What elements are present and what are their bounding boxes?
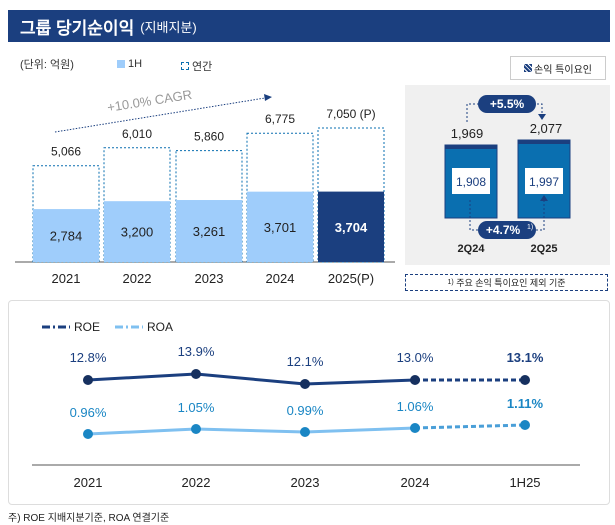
roa-point <box>83 429 93 439</box>
x-tick-label: 2023 <box>195 271 224 286</box>
note-text: 주요 손익 특이요인 제외 기준 <box>456 278 566 288</box>
h1-bar <box>176 200 242 262</box>
roa-segment <box>414 423 526 430</box>
annual-label: 5,860 <box>194 130 224 144</box>
legend-special: 손익 특이요인 <box>510 56 606 80</box>
x-tick-label: 2022 <box>182 475 211 490</box>
h1-label: 3,704 <box>335 220 368 235</box>
roe-label: 13.1% <box>507 350 544 365</box>
roa-label: 0.96% <box>70 405 107 420</box>
excl-label: 1,997 <box>529 175 559 189</box>
quarter-label: 2Q24 <box>458 243 486 255</box>
annual-label: 5,066 <box>51 145 81 159</box>
h1-label: 2,784 <box>50 229 83 244</box>
legend-1h-label: 1H <box>128 58 143 70</box>
x-tick-label: 2024 <box>266 271 295 286</box>
h1-label: 3,200 <box>121 225 154 240</box>
cagr-arrow <box>54 97 266 133</box>
roe-segment <box>195 372 306 386</box>
roa-segment <box>87 427 197 436</box>
excl-box <box>525 168 563 194</box>
arrow-up-icon <box>540 195 548 201</box>
roa-point <box>410 423 420 433</box>
roe-label: 13.0% <box>397 350 434 365</box>
roe-segment <box>87 372 197 382</box>
total-label: 2,077 <box>530 121 563 136</box>
page-subtitle: (지배지분) <box>140 19 197 35</box>
x-tick-label: 2024 <box>401 475 430 490</box>
roa-label: 0.99% <box>287 403 324 418</box>
x-tick-label: 1H25 <box>509 475 540 490</box>
footnote: 주) ROE 지배지분기준, ROA 연결기준 <box>8 513 170 524</box>
h1-bar <box>104 201 170 262</box>
roe-point <box>83 375 93 385</box>
roa-segment <box>195 427 306 434</box>
h1-bar <box>33 209 99 262</box>
cagr-label: +10.0% CAGR <box>106 87 193 115</box>
roe-point <box>191 369 201 379</box>
arrow-down-icon <box>538 114 546 120</box>
cagr-arrowhead <box>264 94 272 101</box>
ratio-panel <box>8 300 610 505</box>
x-tick-label: 2022 <box>123 271 152 286</box>
roa-point <box>520 420 530 430</box>
annual-label: 6,010 <box>122 127 152 141</box>
legend-roa: ROA <box>147 320 173 334</box>
growth-total-pill <box>478 95 536 113</box>
legend-annual: 연간 <box>181 58 212 74</box>
roe-label: 12.8% <box>70 350 107 365</box>
legend-special-label: 손익 특이요인 <box>534 64 592 76</box>
unit-label: (단위: 억원) <box>20 59 74 71</box>
roe-label: 13.9% <box>178 344 215 359</box>
special-stripe <box>445 145 497 149</box>
quarter-note: 1) 주요 손익 특이요인 제외 기준 <box>405 274 608 291</box>
x-tick-label: 2023 <box>291 475 320 490</box>
annual-label: 6,775 <box>265 112 295 126</box>
roe-point <box>410 375 420 385</box>
page-title: 그룹 당기순이익 <box>20 18 135 38</box>
h1-label: 3,261 <box>193 224 226 239</box>
total-label: 1,969 <box>451 126 484 141</box>
roe-segment <box>304 378 416 386</box>
quarter-label: 2Q25 <box>531 243 558 255</box>
roa-point <box>191 424 201 434</box>
h1-bar <box>318 191 384 262</box>
excl-box <box>452 168 490 194</box>
note-sup: 1) <box>447 279 454 286</box>
roa-label: 1.05% <box>178 400 215 415</box>
x-tick-label: 2025(P) <box>328 271 374 286</box>
roe-point <box>300 379 310 389</box>
legend-annual-label: 연간 <box>192 61 213 73</box>
h1-label: 3,701 <box>264 220 297 235</box>
special-stripe <box>518 140 570 144</box>
roa-label: 1.11% <box>507 396 544 411</box>
annual-label: 7,050 (P) <box>326 107 375 121</box>
growth-excl: +4.7% <box>486 223 521 237</box>
header-bar: 그룹 당기순이익 (지배지분) <box>8 10 610 42</box>
growth-total-line <box>466 103 543 122</box>
roe-point <box>520 375 530 385</box>
x-tick-label: 2021 <box>52 271 81 286</box>
roa-label: 1.06% <box>397 399 434 414</box>
roe-label: 12.1% <box>287 354 324 369</box>
legend-roe: ROE <box>74 320 100 334</box>
roa-point <box>300 427 310 437</box>
x-tick-label: 2021 <box>74 475 103 490</box>
legend-1h: 1H <box>117 58 142 70</box>
excl-label: 1,908 <box>456 175 486 189</box>
growth-total: +5.5% <box>490 97 525 111</box>
h1-bar <box>247 191 313 262</box>
roa-segment <box>304 426 416 434</box>
growth-excl-pill <box>478 221 536 239</box>
growth-excl-sup: 1) <box>527 224 533 231</box>
